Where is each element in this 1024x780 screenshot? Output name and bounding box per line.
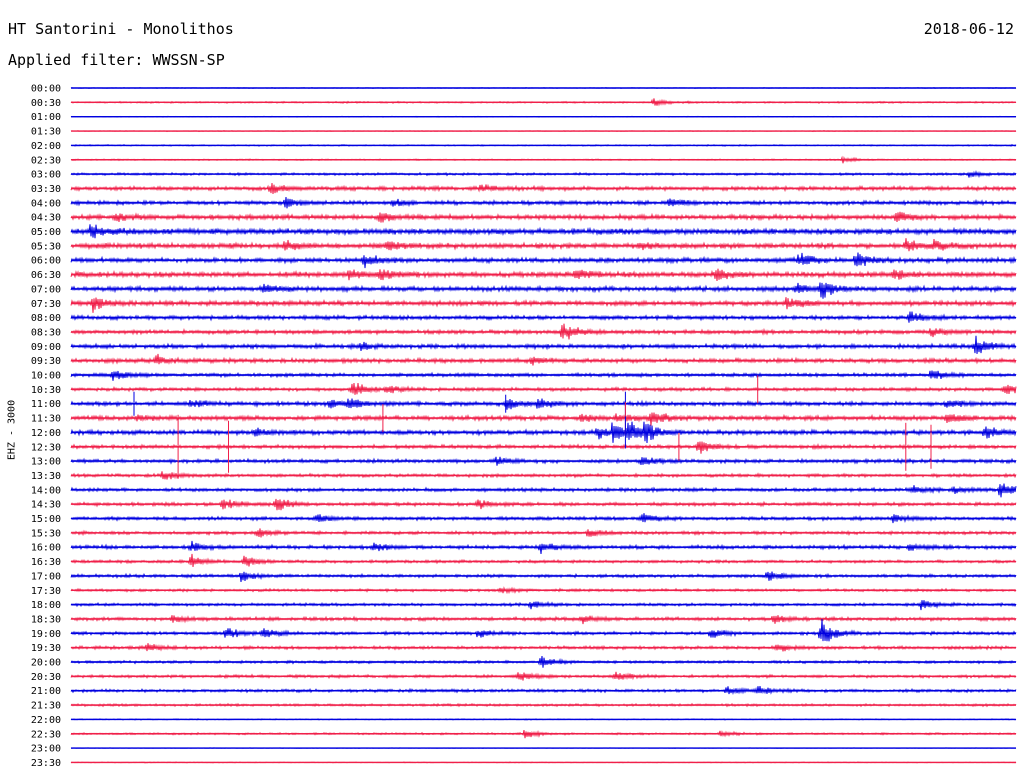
- row-label: 03:30: [31, 184, 61, 195]
- row-label: 02:30: [31, 155, 61, 166]
- row-label: 10:00: [31, 371, 61, 382]
- trace-line: [70, 155, 1017, 164]
- row-label: 13:30: [31, 471, 61, 482]
- record-date: 2018-06-12: [923, 20, 1014, 38]
- row-label: 02:00: [31, 141, 61, 152]
- trace-line: [70, 353, 1017, 366]
- row-label: 01:30: [31, 127, 61, 138]
- row-label: 06:00: [31, 256, 61, 267]
- trace-line: [70, 571, 1017, 583]
- row-label: 18:00: [31, 600, 61, 611]
- row-label: 03:00: [31, 170, 61, 181]
- trace-line: [70, 618, 1017, 642]
- trace-line: [70, 282, 1017, 299]
- row-label: 23:00: [31, 744, 61, 755]
- row-label: 22:00: [31, 715, 61, 726]
- row-label: 00:00: [31, 84, 61, 95]
- trace-line: [70, 441, 1017, 454]
- row-label: 12:30: [31, 442, 61, 453]
- row-label: 21:00: [31, 686, 61, 697]
- row-label: 11:30: [31, 414, 61, 425]
- row-label: 15:00: [31, 514, 61, 525]
- channel-label: EHZ - 3000: [6, 399, 18, 461]
- row-label: 17:30: [31, 586, 61, 597]
- trace-line: [70, 370, 1017, 381]
- row-label: 09:30: [31, 356, 61, 367]
- row-label: 00:30: [31, 98, 61, 109]
- trace-line: [70, 335, 1017, 354]
- row-label: 08:00: [31, 313, 61, 324]
- row-label: 09:00: [31, 342, 61, 353]
- row-label: 22:30: [31, 729, 61, 740]
- row-label: 04:00: [31, 198, 61, 209]
- row-label: 01:00: [31, 112, 61, 123]
- row-label: 04:30: [31, 213, 61, 224]
- station-title: HT Santorini - Monolithos: [8, 20, 234, 38]
- row-label: 11:00: [31, 399, 61, 410]
- row-label: 05:30: [31, 241, 61, 252]
- row-label: 10:30: [31, 385, 61, 396]
- row-label: 07:00: [31, 284, 61, 295]
- row-label: 12:00: [31, 428, 61, 439]
- row-label: 07:30: [31, 299, 61, 310]
- trace-line: [70, 297, 1017, 313]
- filter-label: Applied filter: WWSSN-SP: [8, 51, 225, 69]
- row-label: 20:30: [31, 672, 61, 683]
- row-label: 19:30: [31, 643, 61, 654]
- trace-line: [70, 412, 1017, 426]
- row-label: 14:00: [31, 485, 61, 496]
- row-label: 08:30: [31, 327, 61, 338]
- row-label: 16:00: [31, 543, 61, 554]
- row-label: 20:00: [31, 658, 61, 669]
- row-label: 06:30: [31, 270, 61, 281]
- row-label: 13:00: [31, 457, 61, 468]
- trace-line: [70, 553, 1017, 567]
- row-label: 17:00: [31, 571, 61, 582]
- row-label: 23:30: [31, 758, 61, 769]
- row-label: 14:30: [31, 500, 61, 511]
- row-label: 16:30: [31, 557, 61, 568]
- trace-line: [70, 238, 1017, 252]
- row-label: 19:00: [31, 629, 61, 640]
- row-label: 15:30: [31, 528, 61, 539]
- row-label: 18:30: [31, 614, 61, 625]
- row-label: 21:30: [31, 701, 61, 712]
- row-label: 05:00: [31, 227, 61, 238]
